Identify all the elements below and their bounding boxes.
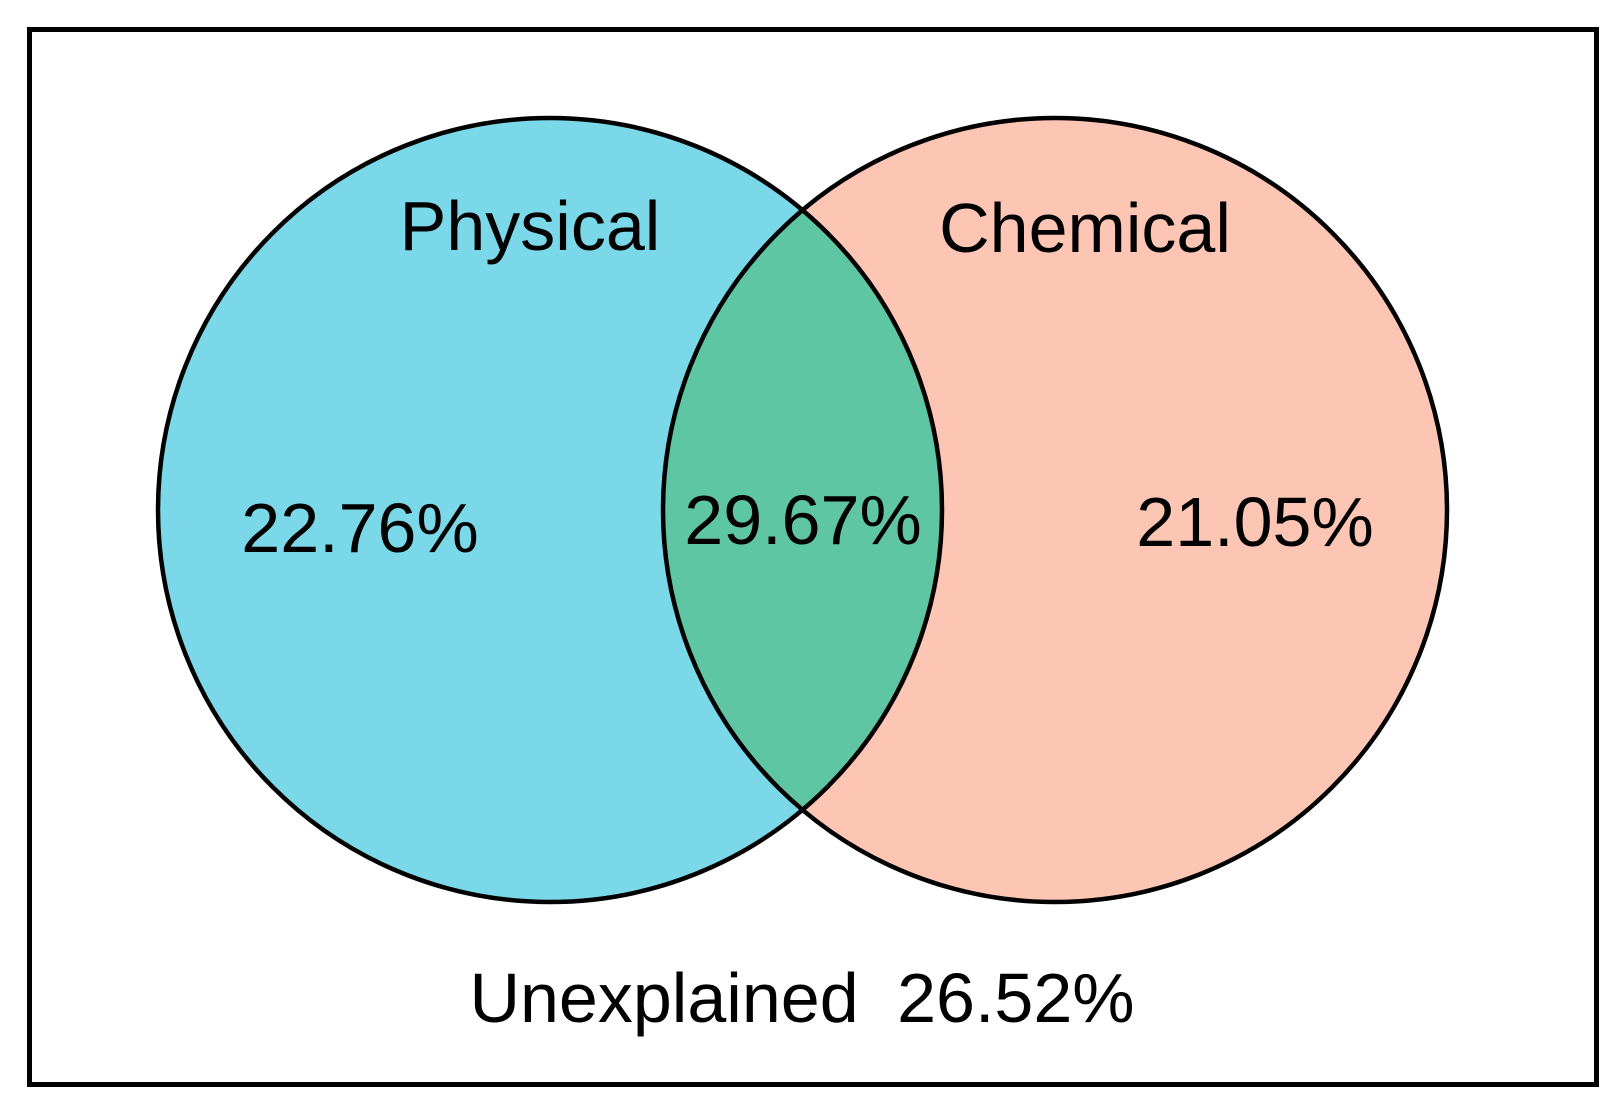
chemical-set-label: Chemical: [939, 189, 1231, 267]
chemical-circle-outline: [660, 115, 1450, 905]
unexplained-value: 26.52%: [897, 959, 1134, 1037]
unexplained-label: Unexplained: [469, 959, 858, 1037]
unexplained-text: Unexplained 26.52%: [469, 959, 1134, 1037]
physical-set-label: Physical: [400, 187, 661, 265]
overlap-region-fill: [663, 118, 942, 902]
physical-circle-outline: [155, 115, 945, 905]
chemical-value: 21.05%: [1136, 483, 1373, 561]
physical-value: 22.76%: [241, 489, 478, 567]
overlap-value: 29.67%: [684, 481, 921, 559]
figure-frame: [27, 27, 1599, 1087]
